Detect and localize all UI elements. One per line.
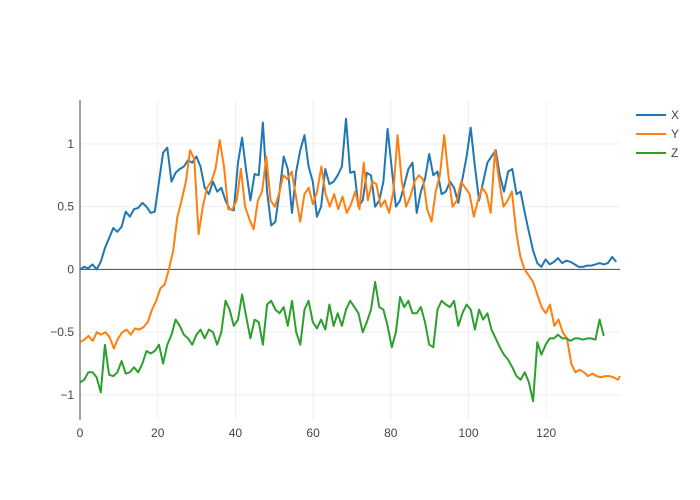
x-tick-label: 40 (229, 426, 243, 440)
y-tick-label: −1 (60, 388, 74, 402)
y-tick-label: 0.5 (57, 200, 74, 214)
x-tick-label: 60 (306, 426, 320, 440)
grid-lines (80, 100, 620, 420)
legend-item-x[interactable]: X (636, 108, 679, 122)
y-tick-label: 1 (67, 137, 74, 151)
y-tick-label: 0 (67, 262, 74, 276)
legend-label: Y (671, 127, 679, 141)
legend-label: X (671, 108, 679, 122)
x-tick-label: 0 (77, 426, 84, 440)
y-tick-label: −0.5 (50, 325, 74, 339)
series-line-x (79, 117, 617, 271)
x-tick-label: 120 (536, 426, 556, 440)
series-line-y (79, 134, 621, 381)
series-line-z (79, 281, 605, 403)
legend-item-z[interactable]: Z (636, 146, 678, 160)
legend-item-y[interactable]: Y (636, 127, 679, 141)
x-axis-tick-labels: 0 20 40 60 80 100 120 (77, 426, 557, 440)
x-tick-label: 100 (458, 426, 478, 440)
series-lines (79, 117, 621, 403)
y-axis-tick-labels: −1 −0.5 0 0.5 1 (50, 137, 74, 402)
legend[interactable]: XYZ (636, 108, 679, 160)
x-tick-label: 80 (384, 426, 398, 440)
legend-label: Z (671, 146, 678, 160)
x-tick-label: 20 (151, 426, 165, 440)
